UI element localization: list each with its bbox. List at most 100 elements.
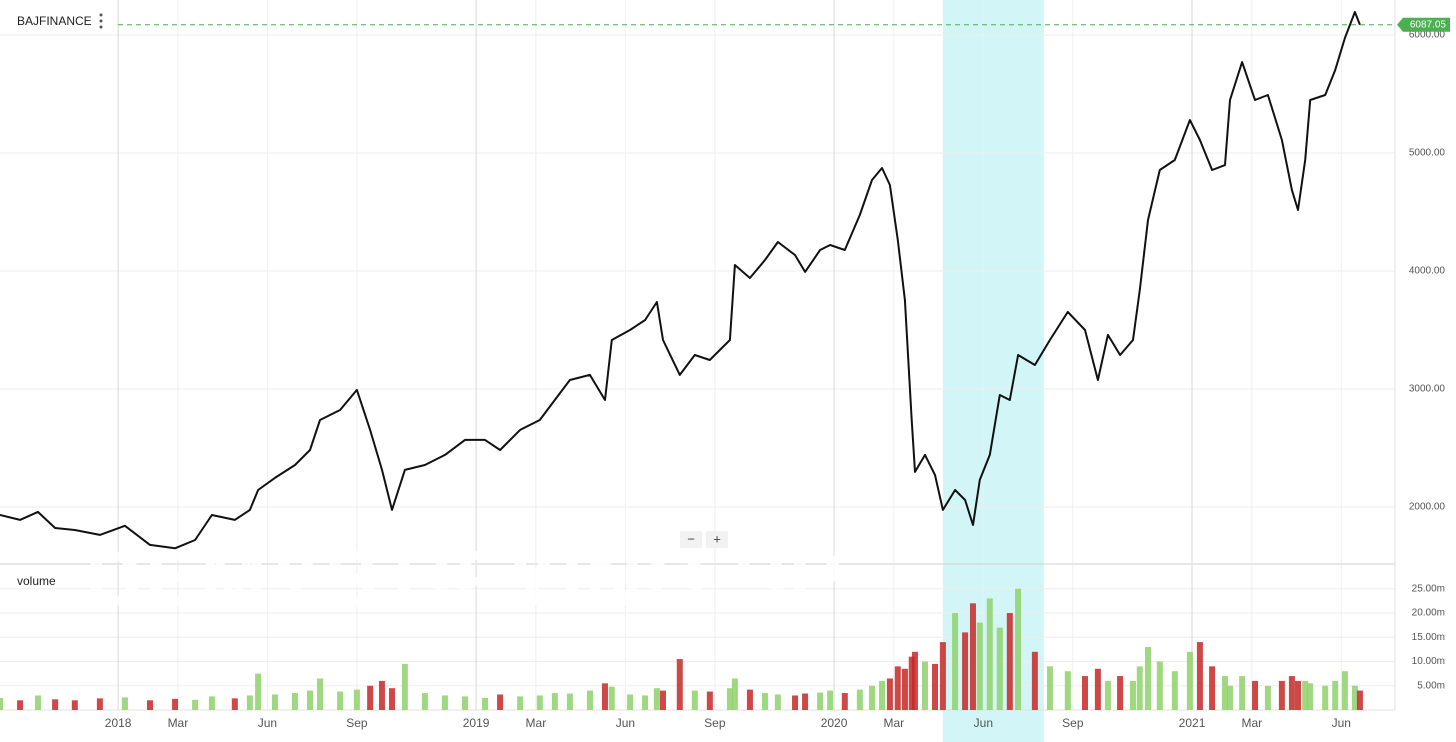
volume-bar: [1356, 690, 1363, 710]
volume-bar: [1129, 680, 1136, 710]
volume-bar: [388, 688, 395, 710]
volume-bar: [1252, 680, 1259, 710]
volume-bar: [551, 693, 558, 710]
volume-bar: [761, 693, 768, 710]
volume-bar: [497, 694, 504, 710]
volume-bar: [517, 696, 524, 710]
symbol-label: BAJFINANCE: [17, 14, 92, 28]
volume-bar: [34, 695, 41, 710]
y-tick-label: 20.00m: [1412, 608, 1445, 619]
last-value-label: 6087.05: [1410, 19, 1447, 30]
x-tick-label: 2019: [463, 716, 490, 730]
y-tick-label: 5000.00: [1409, 148, 1446, 159]
volume-bar: [1171, 671, 1178, 710]
volume-bar: [627, 694, 634, 710]
y-tick-label: 4000.00: [1409, 266, 1446, 277]
volume-bar: [1288, 676, 1295, 710]
volume-bar: [911, 651, 918, 710]
zoom-button-label[interactable]: +: [713, 531, 721, 546]
volume-bar: [676, 659, 683, 710]
volume-bar: [976, 622, 983, 710]
volume-bar: [706, 691, 713, 710]
volume-bar: [691, 690, 698, 710]
volume-bar: [462, 696, 468, 710]
volume-bar: [996, 627, 1003, 710]
volume-bar: [71, 700, 78, 710]
volume-bar: [317, 678, 324, 710]
volume-bar: [817, 692, 824, 710]
volume-bar: [731, 678, 738, 710]
menu-dot: [99, 13, 103, 17]
volume-bar: [952, 613, 959, 710]
volume-bar: [1046, 666, 1053, 710]
zoom-button[interactable]: [706, 531, 728, 548]
menu-dot: [99, 25, 103, 29]
volume-bar: [1239, 676, 1246, 710]
x-tick-label: 2018: [105, 716, 132, 730]
volume-bar: [726, 688, 733, 710]
volume-bar: [1221, 676, 1228, 710]
volume-bar: [1196, 642, 1203, 710]
volume-bar: [231, 698, 238, 710]
menu-dot: [99, 19, 103, 23]
volume-bar: [1209, 666, 1216, 710]
volume-bar: [841, 693, 848, 710]
y-tick-label: 15.00m: [1412, 632, 1445, 643]
highlight-band: [942, 0, 1044, 742]
y-tick-label: 6000.00: [1409, 30, 1446, 41]
volume-bar: [774, 694, 781, 710]
x-tick-label: Sep: [1062, 716, 1084, 730]
volume-bar: [271, 694, 278, 710]
volume-bar: [246, 695, 253, 710]
volume-bar: [879, 680, 886, 710]
volume-bar: [608, 686, 615, 710]
volume-bar: [536, 695, 543, 710]
volume-bar: [1145, 646, 1152, 710]
volume-bar: [642, 695, 649, 710]
volume-bar: [901, 668, 908, 710]
volume-bar: [1302, 680, 1309, 710]
volume-bar: [353, 689, 360, 710]
y-tick-label: 2000.00: [1409, 502, 1446, 513]
zoom-button-label[interactable]: −: [687, 531, 695, 546]
volume-bar: [1104, 680, 1111, 710]
volume-bar: [566, 693, 573, 710]
volume-bar: [659, 690, 666, 710]
volume-bar: [17, 700, 24, 710]
volume-bar: [255, 673, 262, 710]
y-tick-label: 5.00m: [1417, 680, 1445, 691]
x-tick-label: Mar: [526, 716, 547, 730]
volume-bar: [932, 663, 939, 710]
volume-bar: [1322, 685, 1329, 710]
volume-bar: [653, 688, 660, 710]
x-tick-label: Mar: [168, 716, 189, 730]
volume-bar: [172, 698, 179, 710]
volume-bar: [1094, 668, 1101, 710]
y-tick-label: 3000.00: [1409, 384, 1446, 395]
volume-bar: [1156, 661, 1163, 710]
volume-bar: [1332, 680, 1339, 710]
x-tick-label: Jun: [616, 716, 635, 730]
volume-bar: [894, 666, 901, 710]
volume-bar: [367, 685, 374, 710]
volume-bar: [1064, 671, 1071, 710]
volume-bar: [969, 603, 976, 710]
volume-bar: [1226, 685, 1233, 710]
volume-bar: [337, 691, 344, 710]
volume-bar: [939, 642, 946, 710]
volume-label: volume: [17, 574, 56, 588]
volume-bar: [52, 699, 59, 710]
volume-bar: [421, 693, 428, 710]
zoom-button[interactable]: [680, 531, 702, 548]
volume-bar: [1031, 651, 1038, 710]
x-tick-label: Mar: [884, 716, 905, 730]
volume-bar: [746, 689, 753, 710]
x-tick-label: 2021: [1179, 716, 1206, 730]
volume-bar: [378, 680, 385, 710]
volume-bar: [1136, 666, 1143, 710]
volume-bar: [827, 690, 834, 710]
volume-bar: [986, 598, 993, 710]
volume-bar: [601, 683, 608, 710]
watermark: DEMYSTIFYING SP: [85, 534, 844, 623]
